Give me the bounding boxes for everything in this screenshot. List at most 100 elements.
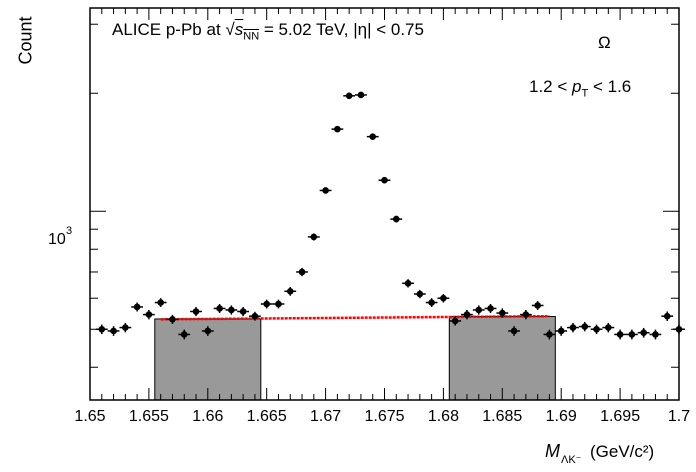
point-marker <box>628 331 636 338</box>
chart-header: ALICE p-Pb at √sNN = 5.02 TeV, |η| < 0.7… <box>112 20 424 43</box>
point-marker <box>663 312 671 320</box>
point-marker <box>569 324 577 331</box>
point-marker <box>416 290 424 298</box>
data-point <box>131 302 144 312</box>
data-point <box>213 303 226 314</box>
data-point <box>331 125 344 133</box>
point-marker <box>369 133 377 140</box>
data-point <box>519 309 532 320</box>
data-point <box>590 324 603 335</box>
x-axis-label-unit: (GeV/c²) <box>590 442 654 461</box>
x-tick-label: 1.655 <box>129 408 169 425</box>
point-marker <box>404 279 412 287</box>
sideband-regions <box>154 316 556 401</box>
point-marker <box>122 324 129 331</box>
x-axis-ticks <box>89 8 680 400</box>
data-point <box>425 298 438 307</box>
data-point <box>461 309 473 320</box>
x-tick-label: 1.665 <box>247 408 287 425</box>
data-point <box>154 298 167 307</box>
point-marker <box>499 309 506 317</box>
point-marker <box>334 125 341 133</box>
x-axis-label: M ΛK⁻ (GeV/c²) <box>545 441 654 466</box>
y-axis-ticks <box>90 23 679 368</box>
point-marker <box>169 316 176 323</box>
data-point <box>661 311 674 321</box>
pt-range-label: 1.2 < pT < 1.6 <box>529 77 632 100</box>
point-marker <box>263 300 271 308</box>
particle-label: Ω <box>598 33 611 52</box>
fit-line <box>160 314 550 321</box>
x-tick-label: 1.66 <box>192 408 223 425</box>
data-point <box>484 303 497 314</box>
data-point <box>143 309 155 320</box>
data-point <box>307 233 320 241</box>
x-axis-tick-labels: 1.65 1.655 1.66 1.665 1.67 1.675 1.68 1.685 1.69… <box>74 408 690 425</box>
point-marker <box>251 312 259 320</box>
point-marker <box>381 176 388 184</box>
y-major-tick-label: 10 3 <box>48 225 72 248</box>
data-point <box>449 316 462 326</box>
data-point <box>225 305 238 315</box>
data-point <box>508 326 520 336</box>
data-point <box>107 326 120 336</box>
point-marker <box>522 311 530 318</box>
point-marker <box>392 215 400 223</box>
data-point <box>249 311 261 321</box>
y-tick-base: 10 <box>48 231 66 248</box>
point-marker <box>451 317 459 325</box>
data-point <box>649 329 662 340</box>
point-marker <box>605 324 612 331</box>
point-marker <box>463 311 471 318</box>
data-point <box>390 215 403 223</box>
data-point <box>178 329 191 340</box>
point-marker <box>345 92 353 100</box>
x-tick-label: 1.685 <box>482 408 522 425</box>
data-point <box>366 133 379 140</box>
point-marker <box>534 302 541 309</box>
sideband-region-2 <box>448 316 556 401</box>
data-point <box>343 92 356 100</box>
x-tick-label: 1.675 <box>364 408 404 425</box>
point-marker <box>298 268 306 276</box>
data-point <box>602 322 615 333</box>
data-point <box>413 289 426 299</box>
data-point <box>119 322 132 333</box>
point-marker <box>239 308 247 315</box>
point-marker <box>322 187 329 194</box>
data-point <box>472 305 485 315</box>
point-marker <box>440 294 447 302</box>
point-marker <box>652 331 659 338</box>
data-point <box>437 294 450 303</box>
point-marker <box>133 303 141 311</box>
point-marker <box>557 327 565 335</box>
point-marker <box>192 308 200 315</box>
data-point <box>260 299 273 309</box>
x-tick-label: 1.67 <box>310 408 341 425</box>
data-point <box>637 327 650 338</box>
point-marker <box>510 327 518 335</box>
data-point <box>166 314 179 324</box>
point-marker <box>180 331 188 338</box>
point-marker <box>145 311 153 318</box>
point-marker <box>428 299 435 306</box>
point-marker <box>475 306 483 314</box>
y-axis-label: Count <box>15 16 36 65</box>
data-point <box>567 322 579 333</box>
data-point <box>201 326 214 336</box>
data-point <box>531 301 544 310</box>
point-marker <box>275 300 282 308</box>
point-marker <box>581 323 589 330</box>
data-point <box>319 187 332 194</box>
data-point <box>496 308 509 318</box>
point-marker <box>357 91 365 99</box>
x-axis-label-main: M <box>545 441 560 461</box>
x-tick-label: 1.69 <box>546 408 577 425</box>
point-marker <box>157 299 164 306</box>
data-point <box>284 286 297 296</box>
data-point <box>378 176 391 184</box>
data-point <box>355 91 367 99</box>
x-tick-label: 1.68 <box>428 408 459 425</box>
point-marker <box>640 329 647 337</box>
